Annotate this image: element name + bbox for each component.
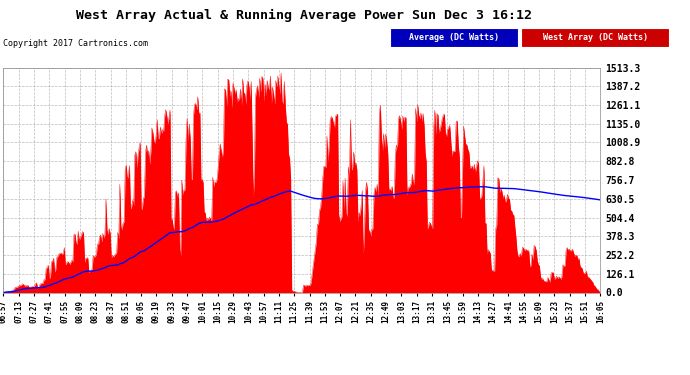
Text: Copyright 2017 Cartronics.com: Copyright 2017 Cartronics.com [3,39,148,48]
Text: Average (DC Watts): Average (DC Watts) [408,33,499,42]
Text: West Array (DC Watts): West Array (DC Watts) [542,33,648,42]
Text: West Array Actual & Running Average Power Sun Dec 3 16:12: West Array Actual & Running Average Powe… [76,9,531,22]
